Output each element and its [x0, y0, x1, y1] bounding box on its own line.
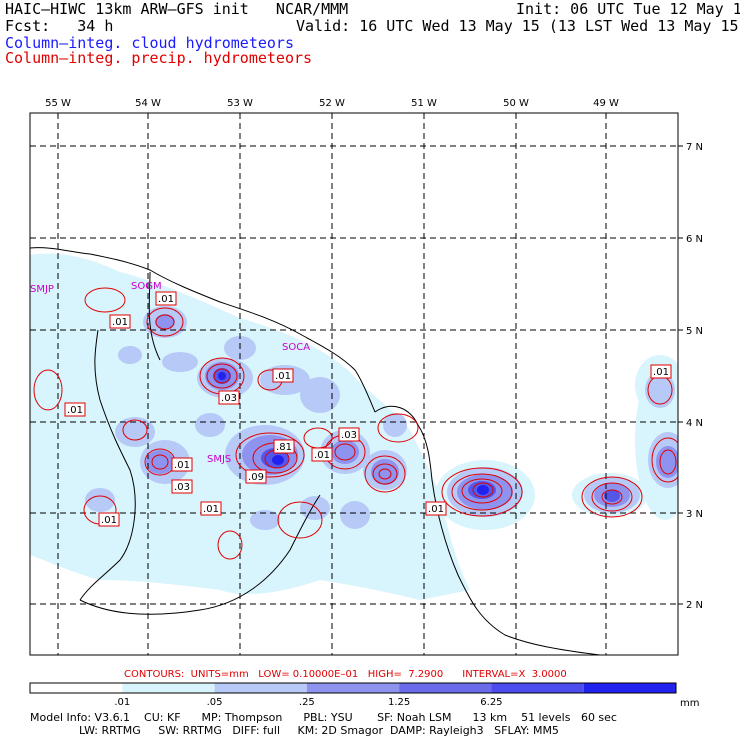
- lon-label-50w: 50 W: [503, 98, 529, 109]
- contour-label-7: .01: [311, 447, 333, 462]
- svg-text:.01: .01: [275, 371, 291, 382]
- lat-label-6n: 6 N: [686, 234, 703, 245]
- colorbar-swatch-4: [399, 683, 492, 693]
- lon-label-53w: 53 W: [227, 98, 253, 109]
- station-smjp: SMJP: [30, 284, 54, 295]
- contour-label-11: .01: [98, 512, 120, 527]
- colorbar-label-3: 1.25: [388, 697, 410, 708]
- contour-labels: .01 .01 .03 .01 .01 .03 .81 .01 .09 .03 .01 .01 .01.…: [64, 291, 672, 527]
- svg-text:.03: .03: [221, 393, 237, 404]
- lon-label-54w: 54 W: [135, 98, 161, 109]
- valid-time: Valid: 16 UTC Wed 13 May 15 (13 LST Wed …: [296, 17, 740, 35]
- colorbar-swatch-6: [583, 683, 676, 693]
- colorbar-label-2: .25: [299, 697, 315, 708]
- contour-label-6: .81: [273, 439, 295, 454]
- contour-label-3: .01: [272, 368, 294, 383]
- precip-field-title: Column–integ. precip. hydrometeors: [5, 49, 313, 67]
- lat-label-4n: 4 N: [686, 418, 703, 429]
- cloud-shading-core: [218, 372, 489, 495]
- svg-text:.01: .01: [428, 504, 444, 515]
- colorbar-units: mm: [680, 698, 699, 709]
- lon-label-51w: 51 W: [411, 98, 437, 109]
- svg-text:.01: .01: [158, 294, 174, 305]
- svg-text:.01: .01: [174, 460, 190, 471]
- forecast-hour: Fcst: 34 h: [5, 17, 114, 35]
- lat-lon-grid: [30, 113, 678, 655]
- svg-text:.09: .09: [248, 472, 264, 483]
- colorbar: .01 .05 .25 1.25 6.25: [29, 682, 677, 708]
- map-frame: [29, 112, 679, 656]
- contour-label-10: .01: [200, 501, 222, 516]
- lat-label-3n: 3 N: [686, 509, 703, 520]
- contour-label-13: .01: [650, 364, 672, 379]
- cloud-field-title: Column–integ. cloud hydrometeors: [5, 34, 294, 52]
- contour-label-1: .01: [64, 402, 86, 417]
- lat-ticks: [678, 145, 683, 605]
- svg-text:.01: .01: [203, 504, 219, 515]
- lat-label-7n: 7 N: [686, 142, 703, 153]
- svg-text:.81: .81: [276, 442, 292, 453]
- colorbar-swatch-3: [306, 683, 400, 693]
- contour-label-12: .01: [425, 501, 447, 516]
- contour-label-9: .03: [171, 479, 193, 494]
- station-labels: SMJP SOCA SOGM SMJS: [30, 281, 310, 465]
- station-sogm: SOGM: [131, 281, 162, 292]
- colorbar-border: [29, 682, 677, 694]
- contour-info: CONTOURS: UNITS=mm LOW= 0.10000E–01 HIGH…: [124, 669, 567, 680]
- contour-label-4: .01: [171, 457, 193, 472]
- contour-label-5: .03: [338, 427, 360, 442]
- contour-label-14: .01: [155, 291, 177, 306]
- svg-text:.03: .03: [341, 430, 357, 441]
- lon-label-55w: 55 W: [45, 98, 71, 109]
- contour-label-8: .09: [245, 469, 267, 484]
- colorbar-label-0: .01: [114, 697, 130, 708]
- lon-label-49w: 49 W: [593, 98, 619, 109]
- header-title: HAIC–HIWC 13km ARW–GFS init NCAR/MMM: [5, 0, 349, 18]
- svg-text:.01: .01: [67, 405, 83, 416]
- init-time: Init: 06 UTC Tue 12 May 15: [516, 0, 740, 18]
- map-content: SMJP SOCA SOGM SMJS: [30, 113, 678, 655]
- colorbar-swatch-2: [214, 683, 307, 693]
- lon-labels: 55 W 54 W 53 W 52 W 51 W 50 W 49 W: [45, 98, 619, 109]
- svg-text:.01: .01: [112, 317, 128, 328]
- model-info-line2: LW: RRTMG SW: RRTMG DIFF: full KM: 2D Sm…: [30, 724, 559, 737]
- svg-text:.03: .03: [174, 482, 190, 493]
- model-info-line1: Model Info: V3.6.1 CU: KF MP: Thompson P…: [30, 711, 617, 724]
- svg-text:.01: .01: [653, 367, 669, 378]
- station-smjs: SMJS: [207, 454, 231, 465]
- colorbar-swatch-5: [491, 683, 584, 693]
- lat-label-2n: 2 N: [686, 600, 703, 611]
- colorbar-swatch-0: [30, 683, 123, 693]
- lat-labels: 7 N 6 N 5 N 4 N 3 N 2 N: [686, 142, 703, 611]
- colorbar-label-4: 6.25: [480, 697, 502, 708]
- colorbar-label-1: .05: [207, 697, 223, 708]
- station-soca: SOCA: [282, 342, 310, 353]
- lon-label-52w: 52 W: [319, 98, 345, 109]
- svg-text:.01: .01: [101, 515, 117, 526]
- lat-label-5n: 5 N: [686, 326, 703, 337]
- svg-text:.01: .01: [314, 450, 330, 461]
- contour-label-0: .01: [109, 314, 131, 329]
- colorbar-swatch-1: [122, 683, 215, 693]
- contour-label-2: .03: [218, 390, 240, 405]
